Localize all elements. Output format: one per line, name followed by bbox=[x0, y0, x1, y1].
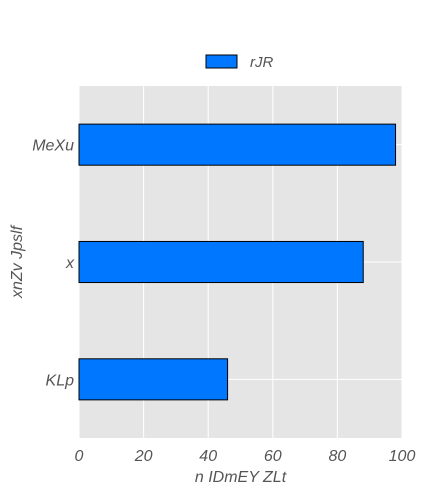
x-tick-label: 40 bbox=[199, 448, 217, 465]
legend: rJR bbox=[205, 54, 273, 71]
legend-label: rJR bbox=[250, 54, 273, 71]
x-tick-label: 20 bbox=[134, 448, 153, 465]
y-tick-label: x bbox=[65, 255, 75, 272]
bar bbox=[78, 123, 397, 166]
y-tick-labels: KLp x MeXu bbox=[32, 138, 75, 390]
x-tick-label: 100 bbox=[389, 448, 416, 465]
bars bbox=[78, 123, 397, 401]
x-tick-label: 0 bbox=[75, 448, 84, 465]
x-axis-label: n IDmEY ZLt bbox=[195, 469, 287, 486]
y-tick-label: MeXu bbox=[32, 138, 74, 155]
x-tick-label: 60 bbox=[264, 448, 282, 465]
x-tick-labels: 0 20 40 60 80 100 bbox=[75, 448, 416, 465]
y-axis-label: xnZv Jpslf bbox=[9, 224, 26, 299]
y-tick-label: KLp bbox=[46, 372, 75, 389]
bar bbox=[78, 240, 364, 284]
x-tick-label: 80 bbox=[329, 448, 347, 465]
bar bbox=[78, 358, 229, 401]
legend-swatch bbox=[205, 54, 238, 69]
